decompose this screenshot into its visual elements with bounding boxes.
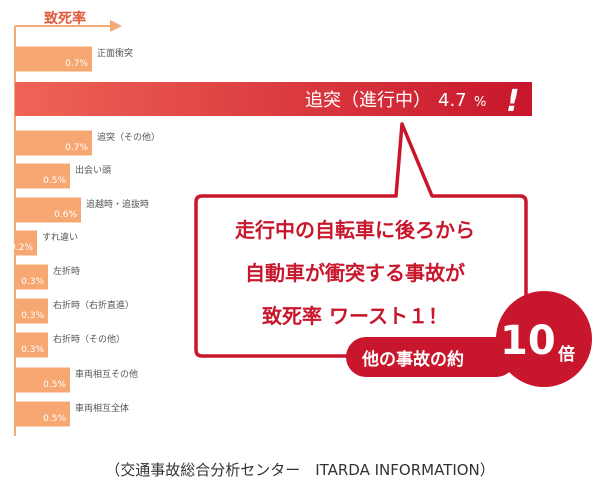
bar [15, 163, 70, 189]
category-label: すれ違い [42, 231, 78, 243]
bar-value-label: 0.3% [21, 311, 44, 321]
exclamation-mark: ! [506, 84, 520, 119]
callout-line-1: 走行中の自転車に後ろから [235, 218, 475, 242]
badge-circle [496, 291, 592, 387]
bar [15, 401, 70, 427]
bar-value-label: 0.7% [65, 59, 88, 69]
category-label: 追越時・追抜時 [86, 198, 149, 210]
bar [15, 46, 92, 72]
bar-value-label: 0.3% [21, 345, 44, 355]
bar [15, 230, 37, 256]
bar-value-label: 0.6% [54, 210, 77, 220]
badge-number: 10 [500, 318, 556, 364]
source-caption: （交通事故総合分析センター ITARDA INFORMATION） [105, 461, 495, 479]
callout-line-2: 自動車が衝突する事故が [245, 261, 465, 285]
highlight-unit-label: % [474, 95, 486, 110]
chart-title: 致死率 [44, 11, 86, 27]
bar-value-label: 0.5% [43, 414, 66, 424]
category-label: 車両相互その他 [75, 368, 138, 380]
highlight-value-label: 4.7 [438, 90, 467, 111]
badge-unit: 倍 [558, 345, 575, 365]
axis-arrow [110, 20, 122, 32]
bar [15, 264, 48, 290]
bar [15, 332, 48, 358]
category-label: 追突（その他） [97, 131, 160, 143]
category-label: 正面衝突 [97, 47, 133, 59]
bar [15, 367, 70, 393]
bar-value-label: 0.3% [21, 277, 44, 287]
category-label: 右折時（その他） [53, 333, 125, 345]
bar-value-label: 0.5% [43, 176, 66, 186]
category-label: 出会い頭 [75, 164, 111, 176]
category-label: 車両相互全体 [75, 402, 129, 414]
bar-highlight [15, 82, 532, 116]
category-label: 右折時（右折直進） [53, 299, 134, 311]
badge-pill [346, 337, 516, 377]
bar [15, 298, 48, 324]
bar-value-label: 0.5% [43, 380, 66, 390]
highlight-category-label: 追突（進行中） [305, 90, 431, 111]
bar-value-label: 0.2% [10, 243, 33, 253]
bar [15, 130, 92, 156]
callout-line-3: 致死率 ワースト１！ [262, 304, 448, 328]
bar [15, 197, 81, 223]
badge-text: 他の事故の約 [362, 350, 464, 370]
bar-value-label: 0.7% [65, 143, 88, 153]
category-label: 左折時 [53, 265, 80, 277]
